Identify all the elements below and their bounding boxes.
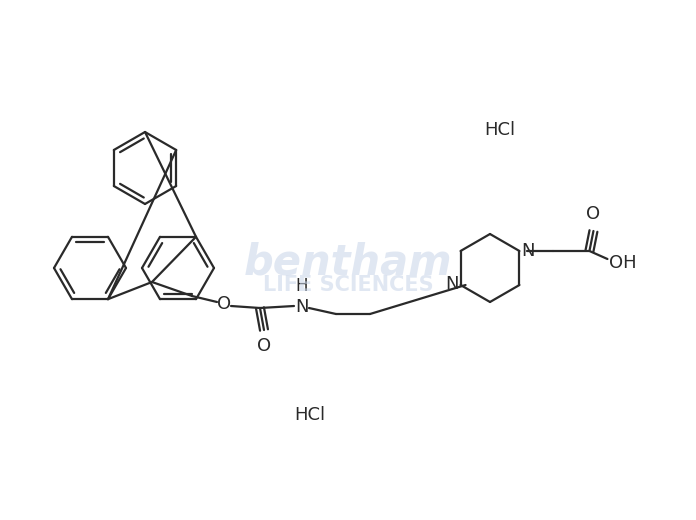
Text: N: N [521,242,535,260]
Text: H: H [296,277,308,295]
Text: OH: OH [610,254,637,272]
Text: LIFE SCIENCES: LIFE SCIENCES [262,275,434,295]
Text: N: N [445,275,459,293]
Text: bentham: bentham [244,241,452,283]
Text: O: O [257,337,271,355]
Text: HCl: HCl [294,406,326,424]
Text: O: O [217,295,231,313]
Text: N: N [295,298,309,316]
Text: O: O [587,205,601,223]
Text: HCl: HCl [484,121,516,139]
